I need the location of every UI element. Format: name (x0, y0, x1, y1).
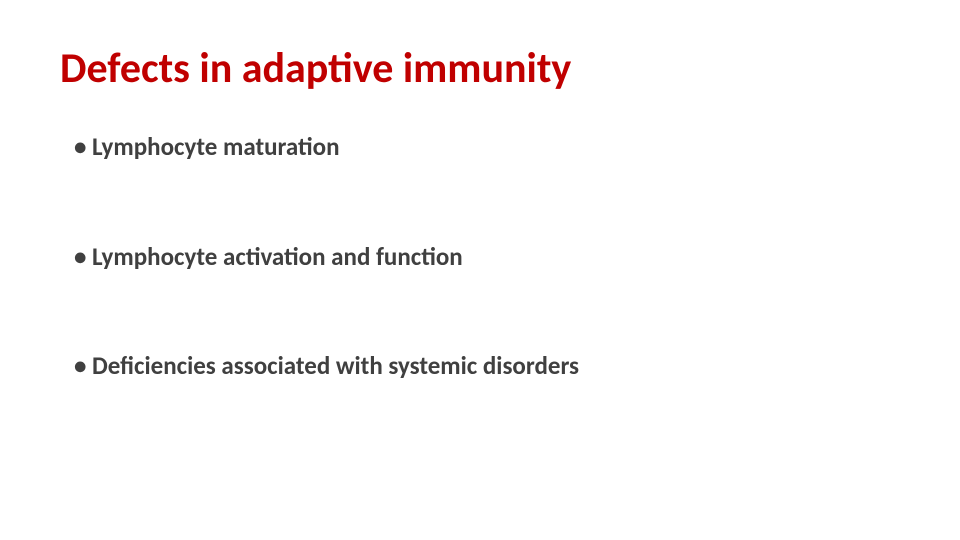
bullet-list: Lymphocyte maturation Lymphocyte activat… (60, 131, 900, 381)
bullet-item: Lymphocyte maturation (74, 131, 900, 162)
slide-title: Defects in adaptive immunity (60, 45, 900, 93)
bullet-item: Lymphocyte activation and function (74, 241, 900, 272)
bullet-item: Deficiencies associated with systemic di… (74, 350, 900, 381)
slide: Defects in adaptive immunity Lymphocyte … (0, 0, 960, 540)
